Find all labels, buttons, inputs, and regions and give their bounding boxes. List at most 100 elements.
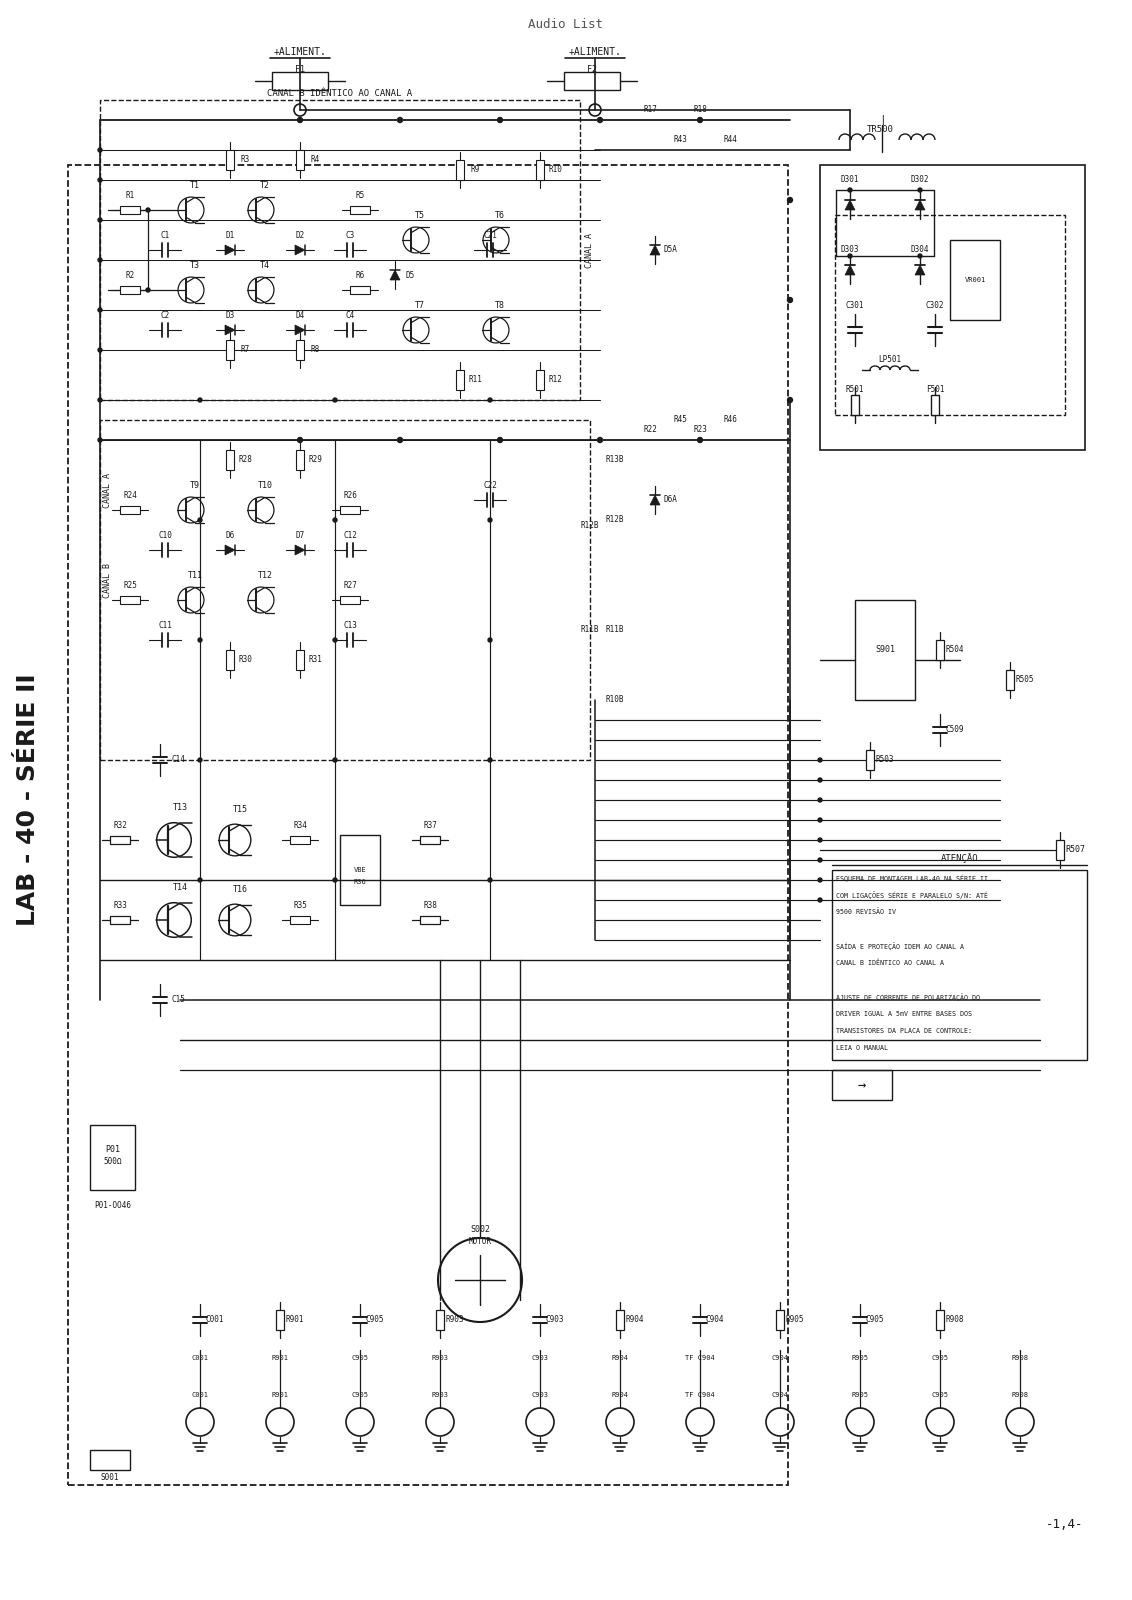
Polygon shape bbox=[225, 546, 235, 555]
Text: D6: D6 bbox=[225, 531, 234, 539]
Text: R4: R4 bbox=[310, 155, 319, 165]
Text: R11: R11 bbox=[468, 376, 482, 384]
Circle shape bbox=[818, 898, 822, 902]
Text: C904: C904 bbox=[705, 1315, 724, 1325]
Circle shape bbox=[333, 398, 337, 402]
Text: C001: C001 bbox=[206, 1315, 224, 1325]
Text: R901: R901 bbox=[285, 1315, 305, 1325]
Bar bbox=[226, 150, 234, 170]
Text: R904: R904 bbox=[626, 1315, 644, 1325]
Circle shape bbox=[333, 758, 337, 762]
Text: R507: R507 bbox=[1065, 845, 1084, 854]
Text: R908: R908 bbox=[1012, 1355, 1029, 1362]
Text: R35: R35 bbox=[293, 901, 307, 909]
Text: R22: R22 bbox=[643, 426, 657, 435]
Circle shape bbox=[146, 208, 151, 211]
Text: D3: D3 bbox=[225, 310, 234, 320]
Circle shape bbox=[397, 437, 403, 443]
Circle shape bbox=[918, 187, 921, 192]
Text: C905: C905 bbox=[366, 1315, 384, 1325]
Circle shape bbox=[598, 117, 602, 123]
Bar bbox=[91, 1450, 130, 1470]
Text: C905: C905 bbox=[932, 1392, 949, 1398]
Text: C22: C22 bbox=[483, 480, 497, 490]
Text: TF C904: TF C904 bbox=[685, 1355, 715, 1362]
Text: D1: D1 bbox=[225, 230, 234, 240]
Polygon shape bbox=[915, 266, 925, 275]
Circle shape bbox=[598, 437, 602, 443]
Circle shape bbox=[918, 254, 921, 258]
Text: S901: S901 bbox=[875, 645, 895, 654]
Text: T13: T13 bbox=[172, 803, 188, 811]
Text: R904: R904 bbox=[611, 1355, 628, 1362]
Text: R3: R3 bbox=[240, 155, 250, 165]
Bar bbox=[420, 835, 440, 845]
Text: C001: C001 bbox=[191, 1392, 208, 1398]
Polygon shape bbox=[844, 200, 855, 210]
Bar bbox=[855, 600, 915, 701]
Text: C509: C509 bbox=[945, 725, 964, 734]
Text: LEIA O MANUAL: LEIA O MANUAL bbox=[837, 1045, 887, 1051]
Text: AJUSTE DE CORRENTE DE POLARIZAÇÃO DO: AJUSTE DE CORRENTE DE POLARIZAÇÃO DO bbox=[837, 994, 980, 1002]
Text: T8: T8 bbox=[495, 301, 505, 309]
Circle shape bbox=[488, 638, 492, 642]
Bar bbox=[110, 835, 130, 845]
Bar bbox=[276, 1310, 284, 1330]
Text: R24: R24 bbox=[123, 491, 137, 499]
Bar bbox=[936, 1310, 944, 1330]
Text: R33: R33 bbox=[113, 901, 127, 909]
Text: T9: T9 bbox=[190, 480, 200, 490]
Text: R31: R31 bbox=[308, 656, 321, 664]
Text: CANAL A: CANAL A bbox=[103, 472, 112, 507]
Text: R11B: R11B bbox=[581, 626, 599, 635]
Text: R44: R44 bbox=[723, 136, 737, 144]
Text: D6A: D6A bbox=[663, 496, 677, 504]
Text: R2: R2 bbox=[126, 270, 135, 280]
Polygon shape bbox=[650, 494, 660, 506]
Circle shape bbox=[198, 638, 201, 642]
Bar bbox=[350, 286, 370, 294]
Circle shape bbox=[848, 187, 852, 192]
Bar bbox=[226, 341, 234, 360]
Text: DRIVER IGUAL A 5mV ENTRE BASES DOS: DRIVER IGUAL A 5mV ENTRE BASES DOS bbox=[837, 1011, 972, 1018]
Text: R43: R43 bbox=[674, 136, 687, 144]
Text: R10: R10 bbox=[548, 165, 561, 174]
Text: R12B: R12B bbox=[581, 520, 599, 530]
Bar bbox=[290, 915, 310, 925]
Bar bbox=[120, 595, 140, 603]
Circle shape bbox=[818, 758, 822, 762]
Text: C10: C10 bbox=[158, 531, 172, 539]
Bar bbox=[936, 640, 944, 659]
Bar bbox=[68, 165, 788, 1485]
Circle shape bbox=[488, 398, 492, 402]
Text: R905: R905 bbox=[851, 1355, 868, 1362]
Text: R27: R27 bbox=[343, 581, 357, 589]
Circle shape bbox=[198, 878, 201, 882]
Circle shape bbox=[198, 398, 201, 402]
Text: C11: C11 bbox=[158, 621, 172, 629]
Text: C12: C12 bbox=[343, 531, 357, 539]
Text: S002: S002 bbox=[470, 1226, 490, 1235]
Text: T14: T14 bbox=[172, 883, 188, 891]
Circle shape bbox=[697, 117, 703, 123]
Text: R908: R908 bbox=[945, 1315, 964, 1325]
Circle shape bbox=[488, 758, 492, 762]
Circle shape bbox=[298, 437, 302, 443]
Polygon shape bbox=[295, 546, 305, 555]
Polygon shape bbox=[915, 200, 925, 210]
Polygon shape bbox=[844, 266, 855, 275]
Text: R29: R29 bbox=[308, 456, 321, 464]
Text: R34: R34 bbox=[293, 821, 307, 829]
Text: LAB - 40 - SÉRIE II: LAB - 40 - SÉRIE II bbox=[16, 674, 40, 926]
Bar bbox=[616, 1310, 624, 1330]
Text: T2: T2 bbox=[260, 181, 271, 189]
Text: C905: C905 bbox=[866, 1315, 884, 1325]
Text: R30: R30 bbox=[238, 656, 252, 664]
Text: R908: R908 bbox=[1012, 1392, 1029, 1398]
Text: R13B: R13B bbox=[606, 456, 624, 464]
Circle shape bbox=[98, 438, 102, 442]
Text: C15: C15 bbox=[171, 995, 185, 1005]
Circle shape bbox=[146, 288, 151, 291]
Text: R11B: R11B bbox=[606, 626, 624, 635]
Text: R38: R38 bbox=[423, 901, 437, 909]
